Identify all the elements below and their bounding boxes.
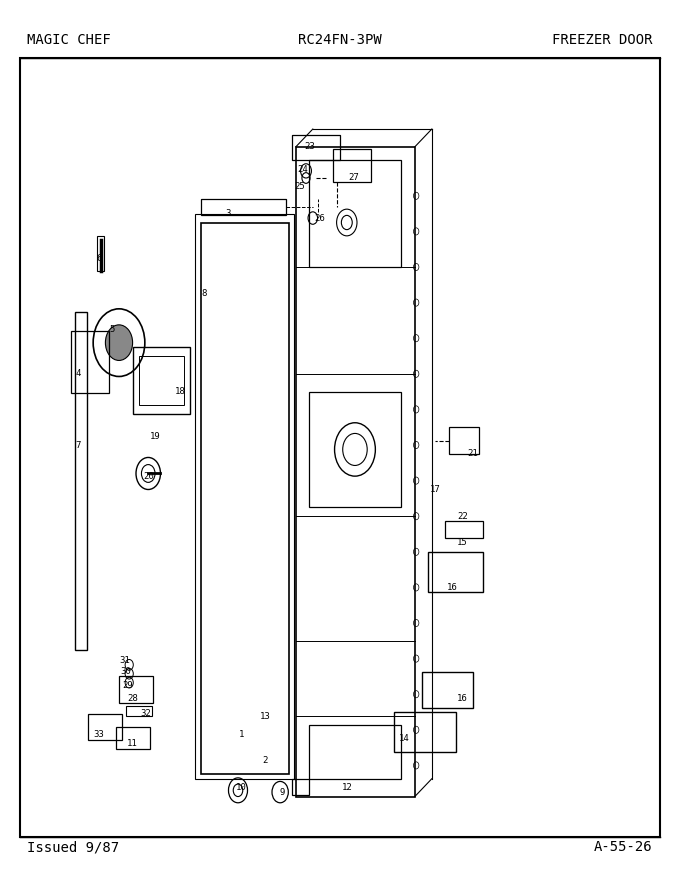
Text: 19: 19 bbox=[150, 432, 160, 441]
Text: 20: 20 bbox=[143, 472, 154, 481]
Text: 31: 31 bbox=[119, 656, 130, 665]
Text: RC24FN-3PW: RC24FN-3PW bbox=[298, 33, 382, 47]
Text: 32: 32 bbox=[141, 709, 152, 718]
Bar bbox=[133, 347, 190, 414]
Text: 29: 29 bbox=[122, 681, 133, 690]
Text: 12: 12 bbox=[341, 783, 352, 792]
Text: 7: 7 bbox=[75, 441, 81, 449]
Bar bbox=[428, 552, 483, 592]
Bar bbox=[292, 135, 340, 160]
Bar bbox=[88, 714, 122, 740]
Bar bbox=[71, 331, 109, 393]
Text: 28: 28 bbox=[127, 694, 138, 703]
Bar bbox=[116, 727, 150, 749]
Text: 9: 9 bbox=[279, 788, 285, 797]
Text: 24: 24 bbox=[297, 165, 308, 174]
Text: 25: 25 bbox=[294, 182, 305, 191]
Bar bbox=[292, 779, 309, 795]
Text: 15: 15 bbox=[457, 538, 468, 547]
Text: A-55-26: A-55-26 bbox=[594, 840, 653, 854]
Text: 26: 26 bbox=[314, 214, 325, 222]
Text: 21: 21 bbox=[467, 449, 478, 458]
Bar bbox=[296, 147, 415, 797]
Bar bbox=[333, 149, 371, 182]
Text: 6: 6 bbox=[96, 254, 101, 263]
Text: 30: 30 bbox=[120, 668, 131, 676]
Bar bbox=[201, 222, 289, 774]
Bar bbox=[309, 392, 401, 507]
Bar bbox=[309, 725, 401, 779]
Text: 2: 2 bbox=[262, 756, 268, 765]
Text: 27: 27 bbox=[348, 174, 359, 182]
Bar bbox=[139, 356, 184, 405]
Bar bbox=[394, 712, 456, 752]
Text: 10: 10 bbox=[236, 783, 247, 792]
Text: MAGIC CHEF: MAGIC CHEF bbox=[27, 33, 111, 47]
Bar bbox=[445, 521, 483, 538]
Bar bbox=[119, 676, 153, 703]
Bar bbox=[422, 672, 473, 708]
Text: 5: 5 bbox=[109, 325, 115, 334]
Text: 1: 1 bbox=[239, 730, 244, 739]
Text: 14: 14 bbox=[399, 734, 410, 743]
Bar bbox=[195, 214, 294, 779]
Bar bbox=[75, 312, 87, 650]
Text: 4: 4 bbox=[75, 369, 81, 378]
Text: 8: 8 bbox=[201, 289, 207, 298]
Bar bbox=[309, 160, 401, 267]
Text: 3: 3 bbox=[225, 209, 231, 218]
Text: 22: 22 bbox=[457, 512, 468, 521]
Bar bbox=[201, 199, 286, 215]
Text: 11: 11 bbox=[127, 739, 138, 748]
Text: 23: 23 bbox=[304, 142, 315, 151]
Text: 18: 18 bbox=[175, 387, 186, 396]
Text: 16: 16 bbox=[447, 583, 458, 592]
Text: 17: 17 bbox=[430, 485, 441, 494]
Bar bbox=[97, 236, 104, 271]
Text: 13: 13 bbox=[260, 712, 271, 721]
Text: FREEZER DOOR: FREEZER DOOR bbox=[552, 33, 653, 47]
Bar bbox=[126, 706, 152, 716]
Bar bbox=[449, 427, 479, 454]
Circle shape bbox=[105, 325, 133, 360]
Text: Issued 9/87: Issued 9/87 bbox=[27, 840, 119, 854]
Text: 16: 16 bbox=[457, 694, 468, 703]
Bar bbox=[20, 58, 660, 837]
Text: 33: 33 bbox=[93, 730, 104, 739]
